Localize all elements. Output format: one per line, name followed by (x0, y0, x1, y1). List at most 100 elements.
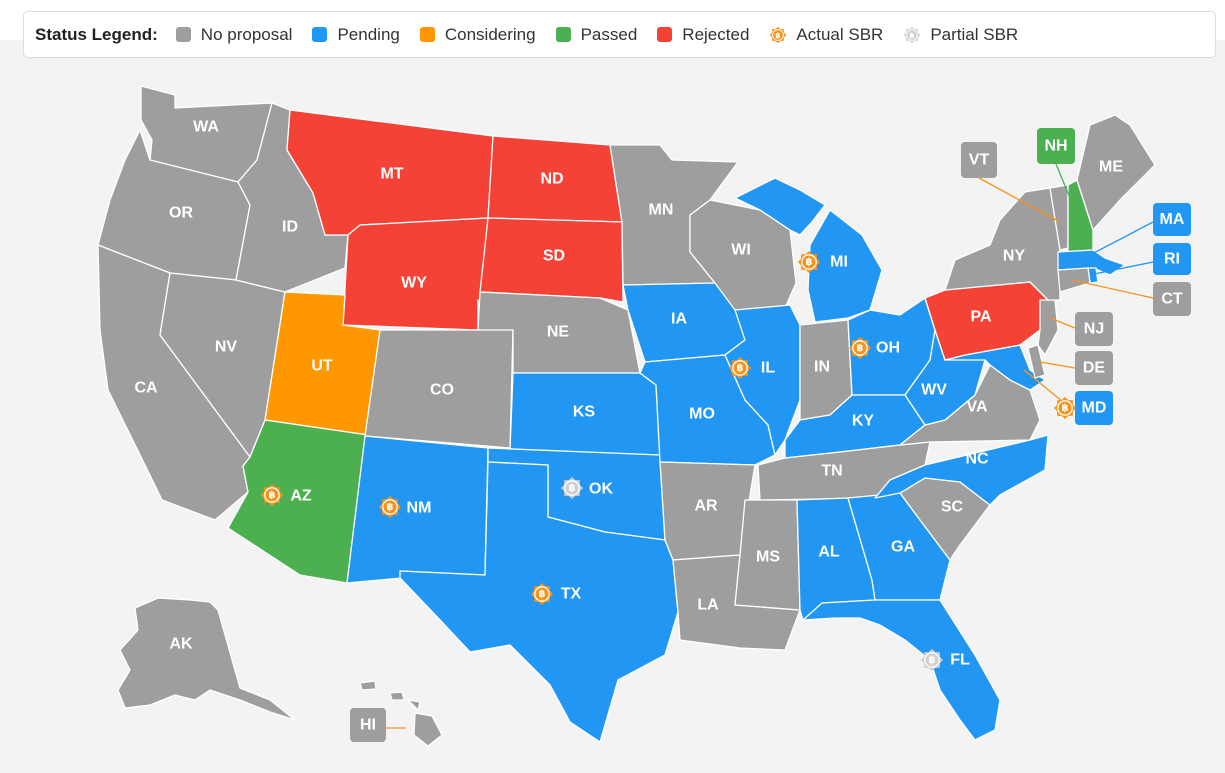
legend-swatch (657, 27, 673, 42)
state-label-mn: MN (649, 202, 674, 219)
state-label-al: AL (818, 544, 840, 561)
leader-line (1039, 361, 1076, 369)
svg-text:฿: ฿ (857, 343, 864, 354)
leader-line (1023, 369, 1069, 407)
leader-line (978, 177, 1061, 223)
state-label-ar: AR (694, 498, 718, 515)
state-il[interactable] (724, 304, 801, 456)
state-label-nm: NM (407, 500, 432, 517)
state-label-sc: SC (941, 499, 964, 516)
bitcoin-icon: ฿ (561, 477, 583, 499)
leader-line (1049, 317, 1076, 329)
svg-text:฿: ฿ (806, 257, 813, 268)
state-label-vt: VT (969, 152, 990, 169)
svg-text:฿: ฿ (910, 30, 915, 39)
bitcoin-icon: ฿ (379, 496, 401, 518)
state-label-tn: TN (821, 463, 842, 480)
state-callout-nh[interactable]: NH (1037, 128, 1075, 164)
state-nj[interactable] (1037, 299, 1059, 356)
state-label-oh: OH (876, 340, 900, 357)
state-callout-nj[interactable]: NJ (1075, 312, 1113, 346)
state-callout-ct[interactable]: CT (1153, 282, 1191, 316)
bitcoin-icon: ฿ (531, 583, 553, 605)
state-ny[interactable] (944, 187, 1061, 301)
state-label-ks: KS (573, 404, 596, 421)
state-label-or: OR (169, 205, 193, 222)
bitcoin-icon: ฿ (798, 251, 820, 273)
state-hi[interactable] (359, 680, 443, 747)
state-label-nd: ND (540, 171, 563, 188)
legend-swatch (312, 27, 328, 42)
bitcoin-coin-icon: ฿ (904, 26, 921, 43)
legend-item-label: Considering (444, 24, 536, 44)
state-label-mo: MO (689, 406, 715, 423)
state-sd[interactable] (479, 217, 624, 303)
state-label-pa: PA (970, 309, 991, 326)
bitcoin-icon: ฿ (729, 357, 751, 379)
state-label-ma: MA (1160, 211, 1185, 228)
svg-text:฿: ฿ (387, 502, 394, 513)
state-label-ca: CA (134, 380, 158, 397)
svg-text:฿: ฿ (1062, 403, 1069, 414)
state-ak[interactable] (117, 597, 296, 721)
state-label-me: ME (1099, 159, 1123, 176)
state-label-az: AZ (290, 488, 312, 505)
svg-text:฿: ฿ (737, 363, 744, 374)
state-nh[interactable] (1067, 179, 1094, 253)
legend-swatch (419, 27, 435, 42)
legend-item-considering: Considering (419, 24, 536, 45)
bitcoin-icon: ฿ (904, 26, 921, 43)
state-label-nc: NC (965, 451, 989, 468)
state-label-wi: WI (731, 242, 751, 259)
state-de[interactable] (1027, 344, 1046, 379)
legend-item-no-proposal: No proposal (175, 25, 292, 45)
legend-item-label: Pending (337, 24, 400, 44)
state-label-in: IN (814, 359, 830, 376)
state-label-co: CO (430, 382, 454, 399)
svg-text:฿: ฿ (539, 589, 546, 600)
state-label-la: LA (697, 597, 719, 614)
state-label-id: ID (282, 219, 298, 236)
state-wy[interactable] (342, 217, 489, 331)
bitcoin-icon: ฿ (261, 484, 283, 506)
legend-swatch (555, 27, 571, 42)
state-label-ia: IA (671, 311, 687, 328)
state-label-va: VA (966, 399, 987, 416)
state-label-nh: NH (1044, 138, 1067, 155)
legend-title: Status Legend: (35, 24, 158, 44)
bitcoin-icon: ฿ (1054, 397, 1076, 419)
state-label-mi: MI (830, 254, 848, 271)
legend-item-partial-sbr: ฿ Partial SBR (903, 25, 1018, 45)
state-callout-de[interactable]: DE (1075, 351, 1113, 385)
state-callout-hi[interactable]: HI (350, 708, 386, 742)
bitcoin-icon: ฿ (921, 649, 943, 671)
state-label-sd: SD (543, 248, 565, 265)
legend-item-passed: Passed (555, 25, 637, 45)
state-callout-md[interactable]: MD (1075, 391, 1113, 425)
state-label-md: MD (1082, 400, 1107, 417)
legend-item-label: Partial SBR (930, 24, 1019, 44)
state-callout-ri[interactable]: RI (1153, 243, 1191, 275)
state-label-ak: AK (169, 636, 193, 653)
state-label-ne: NE (547, 324, 570, 341)
state-callout-vt[interactable]: VT (961, 142, 997, 178)
bitcoin-icon: ฿ (770, 26, 787, 43)
state-callout-ma[interactable]: MA (1153, 203, 1191, 236)
leader-line (1055, 163, 1081, 223)
legend-item-rejected: Rejected (657, 25, 749, 45)
state-label-nv: NV (215, 339, 238, 356)
state-label-fl: FL (950, 652, 970, 669)
legend-item-label: Rejected (682, 24, 750, 44)
svg-text:฿: ฿ (776, 30, 781, 39)
state-ms[interactable] (734, 499, 801, 611)
legend-item-actual-sbr: ฿ Actual SBR (769, 25, 883, 45)
state-nc[interactable] (874, 434, 1049, 506)
state-fl[interactable] (802, 599, 1001, 741)
state-label-mt: MT (380, 166, 403, 183)
svg-text:฿: ฿ (269, 490, 276, 501)
state-label-wv: WV (921, 382, 947, 399)
state-me[interactable] (1076, 114, 1156, 231)
state-label-ok: OK (589, 481, 613, 498)
leader-line (1093, 261, 1154, 275)
state-label-hi: HI (360, 717, 376, 734)
